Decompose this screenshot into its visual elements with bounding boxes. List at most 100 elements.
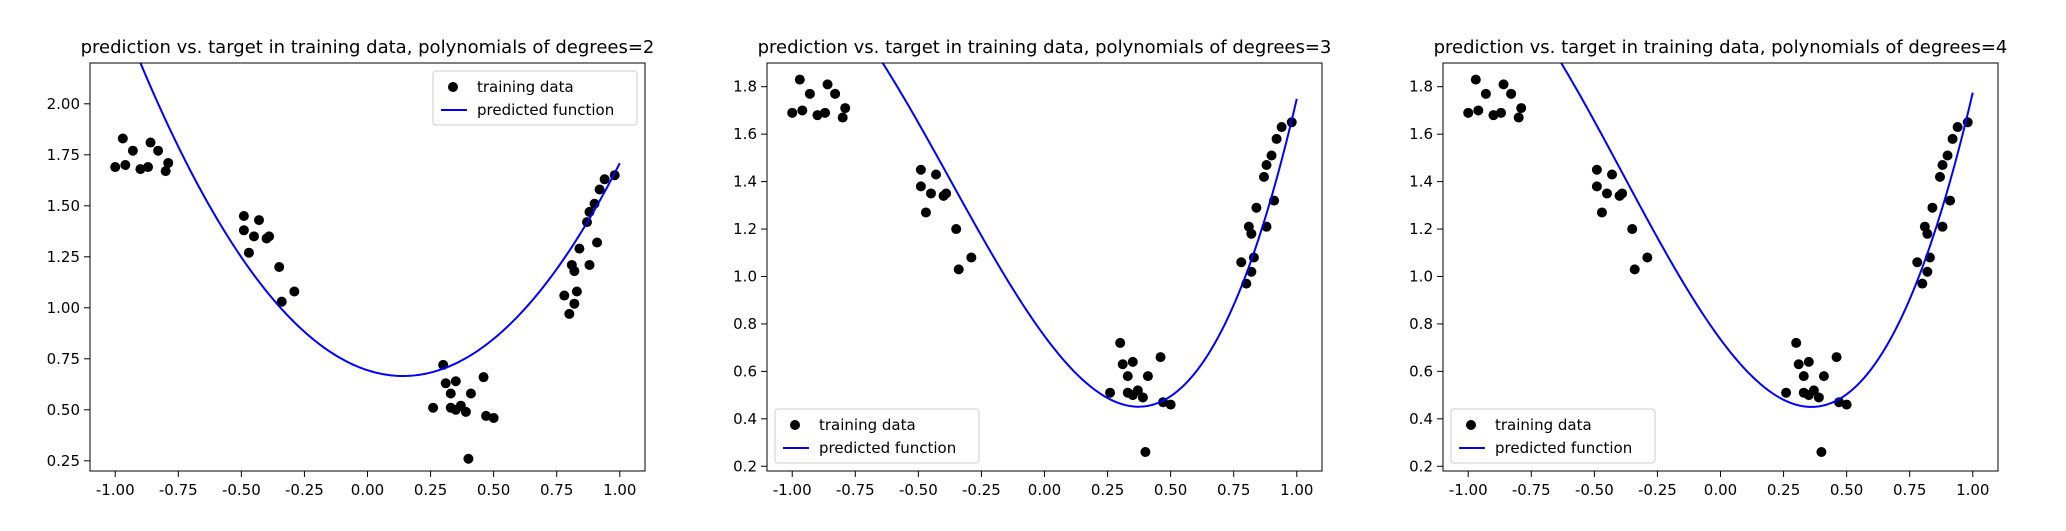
data-point	[840, 103, 851, 114]
y-tick-label: 0.2	[733, 457, 757, 475]
data-point	[440, 378, 451, 389]
axes-frame	[89, 62, 646, 472]
data-point	[120, 160, 131, 170]
x-tick-label: -1.00	[773, 481, 812, 499]
data-point	[1596, 207, 1607, 218]
chart-title: prediction vs. target in training data, …	[81, 37, 655, 58]
legend: training data predicted function	[1450, 408, 1656, 464]
y-tick-label: 1.2	[733, 220, 757, 238]
data-point	[1155, 352, 1166, 363]
data-point	[153, 145, 164, 156]
data-point	[1258, 171, 1269, 182]
y-tick-label: 0.25	[47, 452, 80, 470]
data-point	[1591, 164, 1602, 175]
y-tick-label: 1.0	[1409, 267, 1433, 285]
data-point	[1117, 359, 1128, 370]
data-point	[787, 107, 798, 118]
data-point	[1841, 399, 1852, 410]
y-tick-label: 1.4	[733, 173, 757, 191]
data-point	[574, 243, 585, 254]
data-point	[238, 225, 249, 236]
legend-label-predicted-function: predicted function	[819, 439, 956, 457]
data-point	[822, 79, 833, 90]
data-point	[1132, 385, 1143, 396]
data-point	[1937, 160, 1948, 170]
data-point	[289, 286, 300, 297]
data-point	[1496, 107, 1507, 118]
data-point	[941, 188, 952, 199]
data-point	[127, 145, 138, 156]
data-point	[915, 164, 926, 175]
data-point	[1803, 356, 1814, 367]
data-point	[794, 74, 805, 85]
y-tick-label: 1.2	[1409, 220, 1433, 238]
x-tick-label: 1.00	[603, 481, 636, 499]
data-point	[465, 388, 476, 399]
data-point	[1607, 169, 1618, 180]
x-tick-label: -0.50	[222, 481, 261, 499]
x-tick-label: 0.50	[1830, 481, 1863, 499]
data-point	[820, 107, 831, 118]
data-point	[143, 162, 154, 173]
y-tick-label: 1.6	[733, 125, 757, 143]
data-point	[450, 376, 461, 387]
y-tick-label: 1.00	[47, 299, 80, 317]
data-point	[481, 410, 492, 421]
data-point	[953, 264, 964, 275]
x-tick-label: 0.75	[1893, 481, 1926, 499]
x-tick-label: -0.25	[962, 481, 1001, 499]
data-point	[1463, 107, 1474, 118]
y-tick-label: 0.2	[1409, 457, 1433, 475]
data-point	[276, 296, 287, 307]
y-tick-label: 0.8	[733, 315, 757, 333]
data-point	[110, 162, 121, 173]
x-tick-label: 1.00	[1956, 481, 1989, 499]
data-point	[1793, 359, 1804, 370]
chart-title: prediction vs. target in training data, …	[758, 37, 1332, 58]
axes-frame	[1442, 62, 1999, 472]
plot-area	[110, 63, 621, 464]
data-point	[1927, 202, 1938, 213]
data-point	[915, 181, 926, 192]
x-tick-label: 1.00	[1280, 481, 1313, 499]
data-point	[837, 112, 848, 123]
data-point	[1516, 103, 1527, 114]
data-point	[1261, 160, 1272, 170]
data-point	[1236, 257, 1247, 268]
data-point	[445, 388, 456, 399]
legend-frame	[774, 408, 980, 464]
data-point	[117, 133, 128, 144]
y-tick-label: 2.00	[47, 95, 80, 113]
data-point	[1937, 221, 1948, 232]
legend-label-predicted-function: predicted function	[1495, 439, 1632, 457]
legend-label-training-data: training data	[477, 78, 574, 96]
data-point	[1642, 252, 1653, 263]
x-tick-label: -1.00	[1449, 481, 1488, 499]
legend-marker-training-data	[1466, 420, 1476, 430]
data-point	[920, 207, 931, 218]
data-point	[1808, 385, 1819, 396]
data-point	[1617, 188, 1628, 199]
data-point	[1480, 88, 1491, 99]
x-tick-label: -0.25	[285, 481, 324, 499]
data-point	[428, 402, 439, 413]
y-tick-label: 1.50	[47, 197, 80, 215]
y-tick-label: 1.8	[1409, 78, 1433, 96]
data-point	[1922, 228, 1933, 239]
x-tick-label: -0.75	[1512, 481, 1551, 499]
data-point	[238, 211, 249, 221]
data-point	[1934, 171, 1945, 182]
legend: training data predicted function	[432, 70, 638, 126]
data-point	[248, 231, 259, 242]
x-tick-label: -0.75	[159, 481, 198, 499]
legend-label-training-data: training data	[1495, 416, 1592, 434]
y-tick-label: 0.4	[1409, 410, 1433, 428]
data-point	[1818, 371, 1829, 382]
data-point	[925, 188, 936, 199]
data-point	[1271, 133, 1282, 144]
x-tick-label: 0.00	[1028, 481, 1061, 499]
data-point	[1912, 257, 1923, 268]
x-tick-label: 0.25	[414, 481, 447, 499]
x-tick-label: 0.25	[1091, 481, 1124, 499]
